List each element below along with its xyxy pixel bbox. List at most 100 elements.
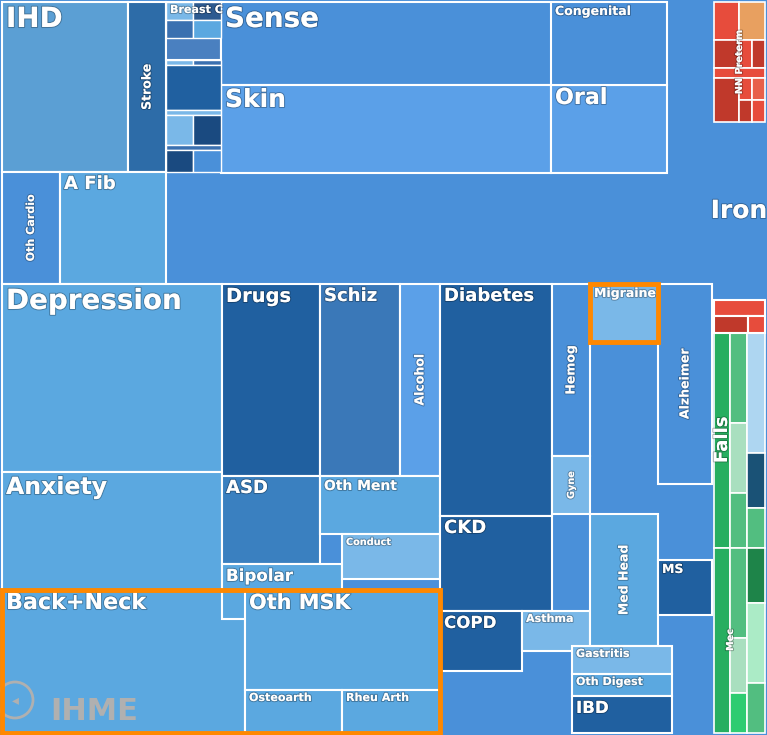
Bar bbox=[166, 2, 221, 60]
Bar bbox=[193, 115, 221, 145]
Text: NN Preterm: NN Preterm bbox=[734, 30, 744, 94]
Text: Asthma: Asthma bbox=[526, 614, 574, 624]
Bar bbox=[320, 284, 400, 476]
Bar bbox=[60, 172, 166, 284]
Text: Bipolar: Bipolar bbox=[226, 567, 293, 585]
Bar bbox=[658, 284, 712, 484]
Bar bbox=[572, 696, 672, 733]
Bar bbox=[2, 472, 222, 590]
Bar bbox=[730, 638, 747, 693]
Bar bbox=[166, 145, 221, 150]
Text: Sense: Sense bbox=[225, 5, 319, 33]
Bar bbox=[739, 2, 765, 40]
Bar bbox=[590, 284, 658, 342]
Bar bbox=[730, 693, 747, 733]
Bar bbox=[714, 2, 739, 40]
Text: IHD: IHD bbox=[6, 5, 62, 33]
Text: Depression: Depression bbox=[6, 287, 182, 315]
Bar bbox=[714, 78, 739, 122]
Text: ◂: ◂ bbox=[12, 693, 18, 707]
Bar bbox=[222, 284, 320, 476]
Bar bbox=[747, 508, 765, 548]
Bar bbox=[166, 65, 221, 110]
Bar bbox=[2, 590, 245, 733]
Text: Migraine: Migraine bbox=[594, 287, 656, 300]
Bar bbox=[752, 40, 765, 68]
Bar bbox=[658, 560, 712, 615]
Bar bbox=[739, 78, 752, 100]
Bar bbox=[166, 150, 193, 172]
Text: MS: MS bbox=[662, 563, 683, 576]
Text: Med Head: Med Head bbox=[617, 545, 630, 615]
Bar bbox=[2, 590, 440, 733]
Bar bbox=[320, 476, 440, 534]
Bar bbox=[572, 674, 672, 696]
Bar bbox=[714, 68, 765, 78]
Text: Alzheimer: Alzheimer bbox=[679, 349, 692, 419]
Bar bbox=[747, 683, 765, 733]
Text: Hemog: Hemog bbox=[565, 345, 578, 395]
Bar bbox=[747, 453, 765, 508]
Text: Oral: Oral bbox=[555, 88, 607, 108]
Text: ASD: ASD bbox=[226, 479, 268, 497]
Text: Osteoarth: Osteoarth bbox=[249, 693, 311, 703]
Text: Oth Ment: Oth Ment bbox=[324, 479, 397, 493]
Bar bbox=[730, 493, 747, 548]
Text: Conduct: Conduct bbox=[346, 537, 391, 547]
Bar bbox=[551, 85, 667, 173]
Bar bbox=[128, 2, 166, 172]
Bar bbox=[747, 548, 765, 603]
Text: Anxiety: Anxiety bbox=[6, 475, 107, 499]
Bar bbox=[440, 284, 552, 516]
Bar bbox=[551, 2, 667, 85]
Bar bbox=[221, 85, 551, 173]
Bar bbox=[166, 20, 193, 38]
Bar bbox=[342, 534, 440, 579]
Bar bbox=[714, 316, 748, 333]
Text: Breast C: Breast C bbox=[170, 5, 222, 15]
Bar bbox=[193, 150, 221, 172]
Text: Alcohol: Alcohol bbox=[413, 354, 426, 406]
Bar bbox=[552, 284, 590, 456]
Bar bbox=[166, 2, 193, 20]
Bar bbox=[747, 603, 765, 683]
Bar bbox=[522, 611, 590, 651]
Bar bbox=[752, 100, 765, 122]
Text: Oth Digest: Oth Digest bbox=[576, 677, 643, 687]
Bar bbox=[193, 2, 221, 20]
Bar bbox=[2, 284, 222, 472]
Text: Diabetes: Diabetes bbox=[444, 287, 534, 305]
Bar bbox=[2, 172, 60, 284]
Bar bbox=[166, 110, 221, 115]
Text: Oth Cardio: Oth Cardio bbox=[26, 195, 36, 262]
Bar bbox=[245, 690, 342, 733]
Bar bbox=[400, 284, 440, 476]
Bar bbox=[166, 115, 193, 145]
Bar bbox=[590, 284, 658, 342]
Text: Iron: Iron bbox=[710, 199, 767, 223]
Bar bbox=[714, 300, 765, 316]
Bar bbox=[714, 40, 739, 68]
Text: Congenital: Congenital bbox=[555, 5, 630, 18]
Bar bbox=[748, 316, 765, 333]
Text: Mec: Mec bbox=[725, 629, 735, 651]
Text: Schiz: Schiz bbox=[324, 287, 377, 305]
Bar bbox=[440, 611, 522, 671]
Text: Skin: Skin bbox=[225, 88, 286, 112]
Bar bbox=[222, 476, 320, 564]
Bar bbox=[166, 60, 193, 65]
Bar bbox=[222, 564, 342, 619]
Bar bbox=[440, 516, 552, 611]
Text: Gyne: Gyne bbox=[566, 471, 576, 499]
Text: Stroke: Stroke bbox=[140, 64, 153, 110]
Text: CKD: CKD bbox=[444, 519, 486, 537]
Bar bbox=[739, 100, 752, 122]
Text: Gastritis: Gastritis bbox=[576, 649, 630, 659]
Bar bbox=[221, 2, 591, 85]
Bar bbox=[193, 20, 221, 38]
Bar bbox=[730, 548, 747, 638]
Bar bbox=[572, 646, 672, 674]
Text: COPD: COPD bbox=[444, 614, 496, 632]
Text: IBD: IBD bbox=[576, 699, 608, 717]
Text: IHME: IHME bbox=[50, 698, 138, 726]
